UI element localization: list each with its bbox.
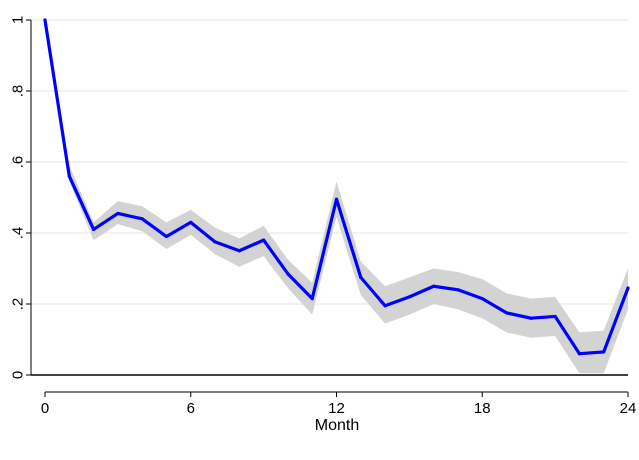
data-point-month-12 [334, 197, 339, 201]
x-tick-label: 18 [474, 400, 491, 417]
data-point-month-13 [359, 275, 363, 279]
data-point-month-22 [577, 352, 582, 356]
x-tick-label: 6 [187, 400, 195, 417]
data-point-month-5 [164, 234, 169, 239]
x-tick-label: 0 [41, 400, 49, 417]
y-tick-label: .6 [10, 156, 27, 169]
data-point-month-11 [310, 297, 314, 301]
data-point-month-1 [67, 174, 71, 178]
x-tick-label: 12 [328, 400, 345, 417]
data-point-month-24 [626, 286, 630, 290]
data-point-month-21 [553, 314, 557, 319]
y-tick-label: 1 [10, 16, 27, 24]
axes: 0 .2 .4 .6 .8 1 0 6 12 18 24 [10, 16, 637, 417]
data-point-month-18 [480, 297, 484, 301]
y-tick-label: 0 [10, 371, 27, 379]
series-line-layer [43, 18, 630, 356]
data-point-month-17 [456, 288, 460, 292]
data-point-month-4 [140, 217, 144, 221]
data-point-month-9 [262, 238, 266, 242]
data-point-month-16 [432, 284, 436, 288]
data-point-month-19 [504, 311, 509, 315]
y-tick-label: .4 [10, 227, 27, 240]
x-axis-title: Month [315, 417, 359, 434]
data-point-month-0 [43, 18, 47, 22]
data-point-month-14 [383, 304, 387, 308]
data-point-month-2 [91, 227, 96, 232]
data-point-month-8 [237, 249, 241, 253]
data-point-month-10 [286, 272, 290, 276]
data-point-month-7 [213, 240, 217, 244]
data-point-month-20 [529, 316, 533, 320]
confidence-band-layer [45, 20, 628, 374]
data-point-month-3 [116, 211, 120, 216]
data-point-month-23 [602, 350, 606, 354]
x-tick-label: 24 [620, 400, 637, 417]
confidence-band [45, 20, 628, 374]
gridlines [31, 19, 628, 305]
data-point-month-6 [189, 220, 193, 224]
data-point-month-15 [407, 295, 411, 299]
y-tick-label: .2 [10, 298, 27, 311]
y-tick-label: .8 [10, 85, 27, 98]
